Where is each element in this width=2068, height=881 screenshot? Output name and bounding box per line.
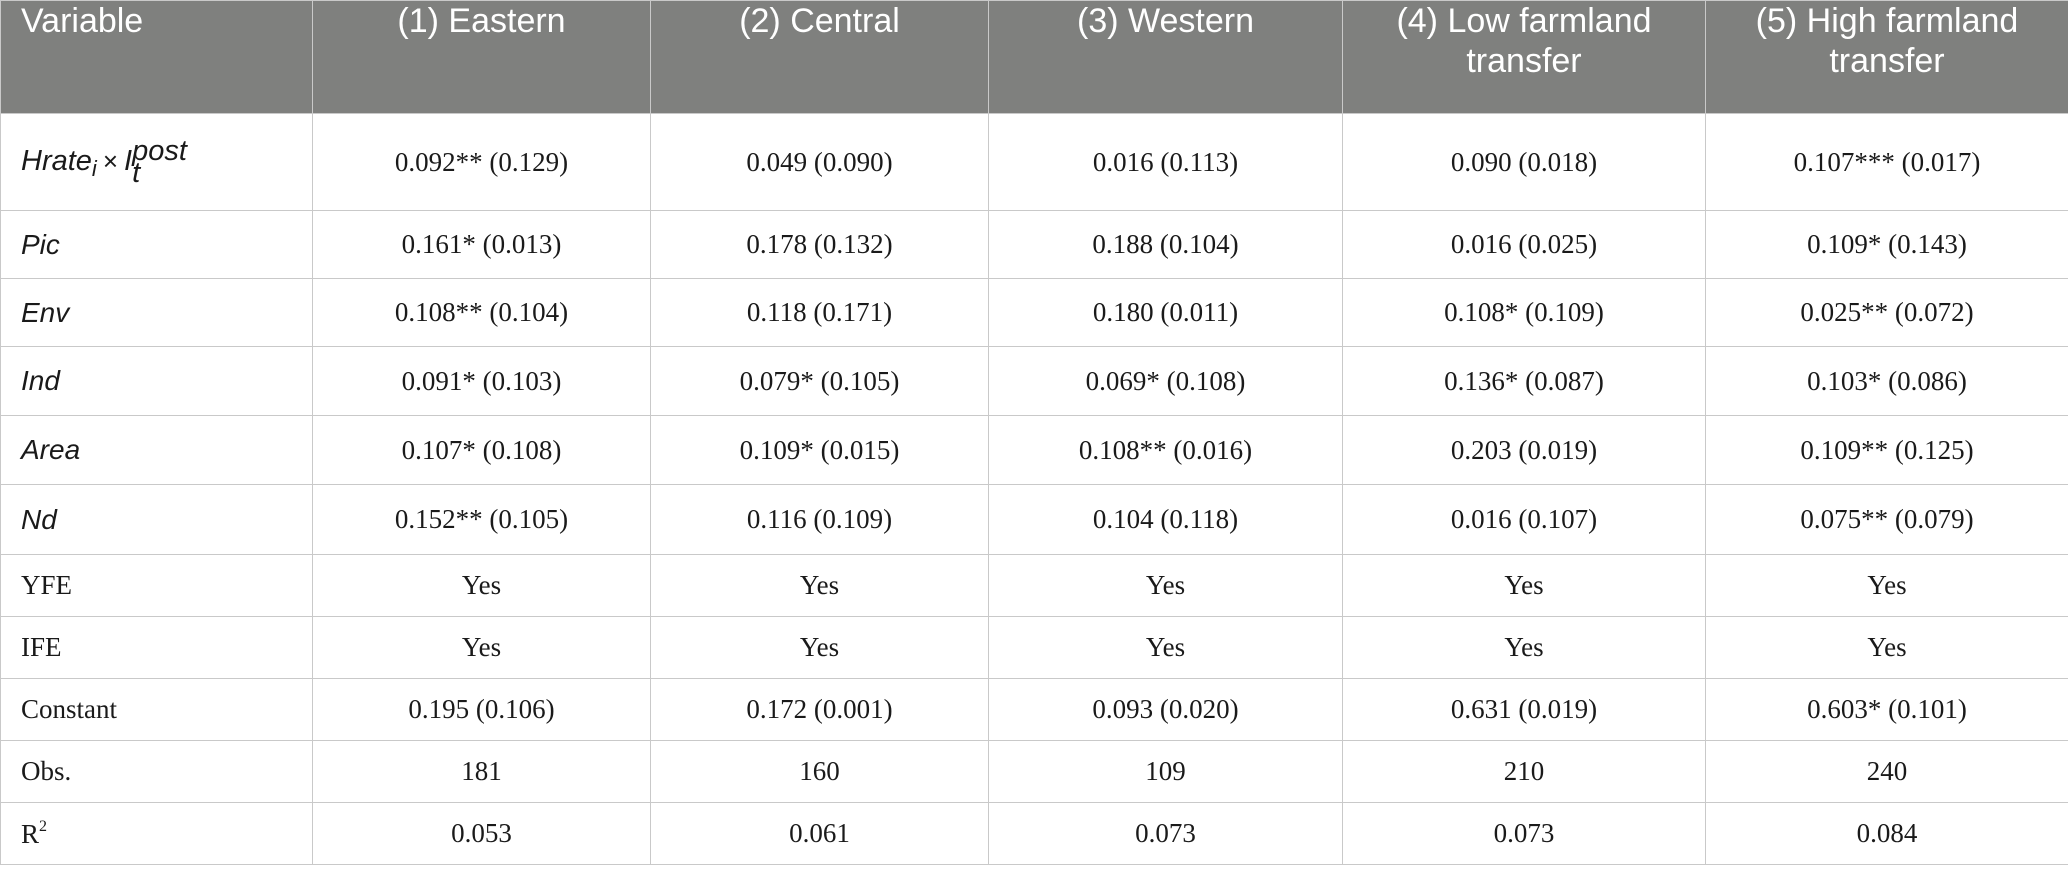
table-cell: 0.136* (0.087) <box>1342 346 1706 416</box>
table-cell: 0.203 (0.019) <box>1342 415 1706 485</box>
table-cell: Yes <box>312 616 651 679</box>
table-cell: 0.152** (0.105) <box>312 484 651 555</box>
table-row: Area 0.107* (0.108) 0.109* (0.015) 0.108… <box>0 415 2068 485</box>
table-cell: 0.073 <box>1342 802 1706 865</box>
table-row: Pic 0.161* (0.013) 0.178 (0.132) 0.188 (… <box>0 210 2068 279</box>
table-cell: 0.049 (0.090) <box>650 113 989 211</box>
header-col-4: (4) Low farmland transfer <box>1342 0 1706 114</box>
table-cell: 0.069* (0.108) <box>988 346 1343 416</box>
row-label: Area <box>0 415 313 485</box>
table-cell: 0.016 (0.113) <box>988 113 1343 211</box>
table-cell: Yes <box>650 616 989 679</box>
table-cell: Yes <box>1342 554 1706 617</box>
header-col-1: (1) Eastern <box>312 0 651 114</box>
row-label: Nd <box>0 484 313 555</box>
table-cell: 0.188 (0.104) <box>988 210 1343 279</box>
table-cell: 0.108** (0.104) <box>312 278 651 347</box>
table-cell: 0.103* (0.086) <box>1705 346 2068 416</box>
table-cell: 0.016 (0.107) <box>1342 484 1706 555</box>
table-cell: 0.108* (0.109) <box>1342 278 1706 347</box>
table-cell: Yes <box>1705 616 2068 679</box>
row-label: Env <box>0 278 313 347</box>
header-col-2: (2) Central <box>650 0 989 114</box>
table-row: R2 0.053 0.061 0.073 0.073 0.084 <box>0 802 2068 865</box>
row-label: Pic <box>0 210 313 279</box>
table-cell: 0.631 (0.019) <box>1342 678 1706 741</box>
table-row: Obs. 181 160 109 210 240 <box>0 740 2068 803</box>
table-row: Env 0.108** (0.104) 0.118 (0.171) 0.180 … <box>0 278 2068 347</box>
table-cell: 0.161* (0.013) <box>312 210 651 279</box>
table-row: Ind 0.091* (0.103) 0.079* (0.105) 0.069*… <box>0 346 2068 416</box>
table-cell: 0.109* (0.143) <box>1705 210 2068 279</box>
table-cell: 0.075** (0.079) <box>1705 484 2068 555</box>
table-cell: 0.109* (0.015) <box>650 415 989 485</box>
table-cell: Yes <box>1342 616 1706 679</box>
table-cell: 0.092** (0.129) <box>312 113 651 211</box>
row-label: YFE <box>0 554 313 617</box>
table-cell: 160 <box>650 740 989 803</box>
header-row: Variable (1) Eastern (2) Central (3) Wes… <box>0 0 2068 114</box>
table-cell: 210 <box>1342 740 1706 803</box>
table-cell: Yes <box>312 554 651 617</box>
table-cell: Yes <box>988 554 1343 617</box>
table-cell: 0.178 (0.132) <box>650 210 989 279</box>
table-cell: 0.108** (0.016) <box>988 415 1343 485</box>
table-cell: 240 <box>1705 740 2068 803</box>
table-cell: Yes <box>988 616 1343 679</box>
table-cell: 181 <box>312 740 651 803</box>
table-cell: Yes <box>1705 554 2068 617</box>
header-col-3: (3) Western <box>988 0 1343 114</box>
table-cell: 0.107* (0.108) <box>312 415 651 485</box>
row-label: Constant <box>0 678 313 741</box>
table-cell: 0.093 (0.020) <box>988 678 1343 741</box>
row-label: Obs. <box>0 740 313 803</box>
table-cell: 0.090 (0.018) <box>1342 113 1706 211</box>
table-cell: 0.107*** (0.017) <box>1705 113 2068 211</box>
table-cell: 0.016 (0.025) <box>1342 210 1706 279</box>
table-cell: 0.073 <box>988 802 1343 865</box>
table-cell: 0.084 <box>1705 802 2068 865</box>
row-label: IFE <box>0 616 313 679</box>
row-label: Ind <box>0 346 313 416</box>
table-cell: 0.091* (0.103) <box>312 346 651 416</box>
table-row: Nd 0.152** (0.105) 0.116 (0.109) 0.104 (… <box>0 484 2068 555</box>
table-cell: Yes <box>650 554 989 617</box>
table-cell: 0.061 <box>650 802 989 865</box>
table-row: YFE Yes Yes Yes Yes Yes <box>0 554 2068 617</box>
table-cell: 0.104 (0.118) <box>988 484 1343 555</box>
table-cell: 0.172 (0.001) <box>650 678 989 741</box>
header-col-5: (5) High farmland transfer <box>1705 0 2068 114</box>
table-cell: 109 <box>988 740 1343 803</box>
table-cell: 0.025** (0.072) <box>1705 278 2068 347</box>
table-row: IFE Yes Yes Yes Yes Yes <box>0 616 2068 679</box>
table-cell: 0.053 <box>312 802 651 865</box>
table-cell: 0.079* (0.105) <box>650 346 989 416</box>
table-cell: 0.116 (0.109) <box>650 484 989 555</box>
table-cell: 0.195 (0.106) <box>312 678 651 741</box>
table-cell: 0.109** (0.125) <box>1705 415 2068 485</box>
table-cell: 0.603* (0.101) <box>1705 678 2068 741</box>
table-cell: 0.118 (0.171) <box>650 278 989 347</box>
header-variable: Variable <box>0 0 313 114</box>
table-row: Constant 0.195 (0.106) 0.172 (0.001) 0.0… <box>0 678 2068 741</box>
table-cell: 0.180 (0.011) <box>988 278 1343 347</box>
row-label-r-squared: R2 <box>0 802 313 865</box>
